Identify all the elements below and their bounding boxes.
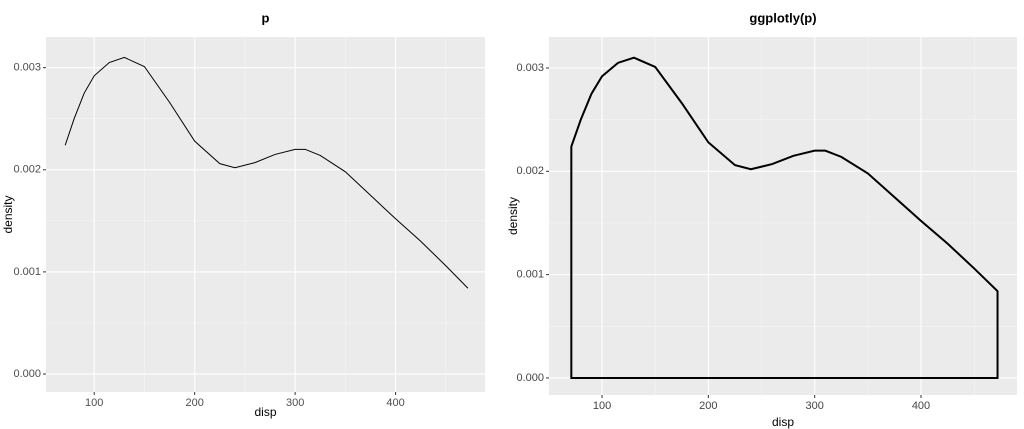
x-tick-label: 400 bbox=[386, 397, 404, 409]
y-axis-label: density bbox=[506, 197, 520, 235]
panel bbox=[46, 37, 485, 392]
chart-title: p bbox=[262, 10, 270, 25]
x-tick-label: 200 bbox=[185, 397, 203, 409]
y-tick-label: 0.001 bbox=[13, 266, 41, 278]
y-axis-label: density bbox=[1, 195, 15, 233]
chart-title: ggplotly(p) bbox=[749, 10, 816, 25]
x-axis-label: disp bbox=[772, 415, 794, 429]
x-axis-label: disp bbox=[254, 405, 276, 419]
y-tick-label: 0.003 bbox=[13, 62, 41, 74]
y-tick-label: 0.002 bbox=[13, 164, 41, 176]
x-tick-label: 100 bbox=[85, 397, 103, 409]
x-tick-label: 400 bbox=[912, 400, 930, 412]
y-tick-label: 0.001 bbox=[516, 269, 544, 281]
y-tick-label: 0.000 bbox=[516, 372, 544, 384]
y-tick-label: 0.002 bbox=[516, 165, 544, 177]
x-tick-label: 300 bbox=[806, 400, 824, 412]
y-tick-label: 0.000 bbox=[13, 368, 41, 380]
y-tick-label: 0.003 bbox=[516, 62, 544, 74]
x-tick-label: 300 bbox=[286, 397, 304, 409]
panel bbox=[549, 37, 1017, 395]
x-tick-label: 200 bbox=[699, 400, 717, 412]
density-line bbox=[64, 56, 469, 289]
density-area bbox=[570, 56, 999, 379]
x-tick-label: 100 bbox=[593, 400, 611, 412]
